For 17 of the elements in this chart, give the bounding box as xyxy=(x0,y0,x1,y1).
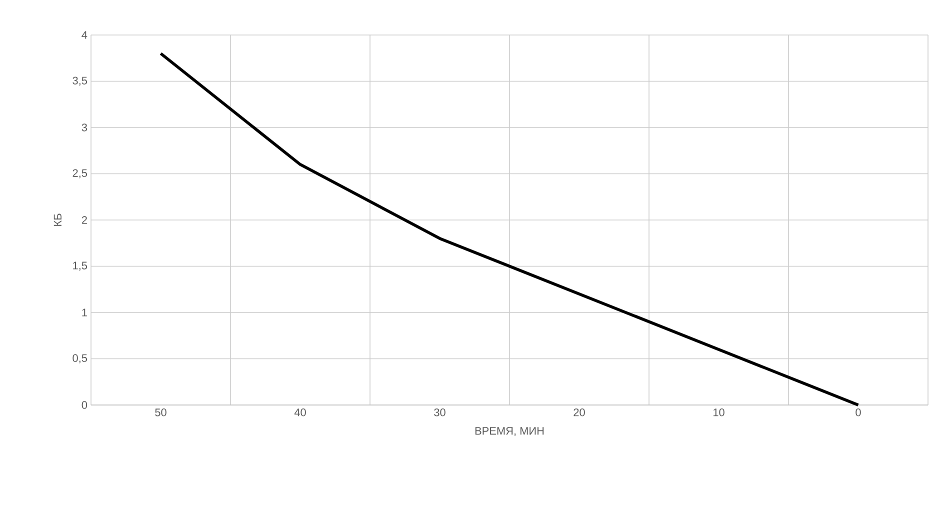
x-tick-label: 20 xyxy=(574,408,585,416)
y-tick-label: 4 xyxy=(82,31,88,39)
y-tick-label: 3,5 xyxy=(72,76,88,86)
y-tick-label: 0 xyxy=(82,401,88,409)
x-axis-title: ВРЕМЯ, МИН xyxy=(475,427,544,436)
x-tick-label: 50 xyxy=(155,408,166,416)
y-axis-title: КБ xyxy=(54,214,62,226)
x-tick-label: 40 xyxy=(294,408,306,416)
x-tick-label: 10 xyxy=(713,408,724,416)
x-tick-label: 0 xyxy=(856,408,861,416)
y-tick-label: 2 xyxy=(82,216,87,224)
y-tick-label: 0,5 xyxy=(72,354,88,364)
y-tick-label: 2,5 xyxy=(72,169,88,178)
y-tick-label: 3 xyxy=(82,124,88,132)
y-tick-label: 1,5 xyxy=(73,262,88,271)
y-tick-label: 1 xyxy=(82,308,87,316)
x-tick-label: 30 xyxy=(434,408,446,416)
